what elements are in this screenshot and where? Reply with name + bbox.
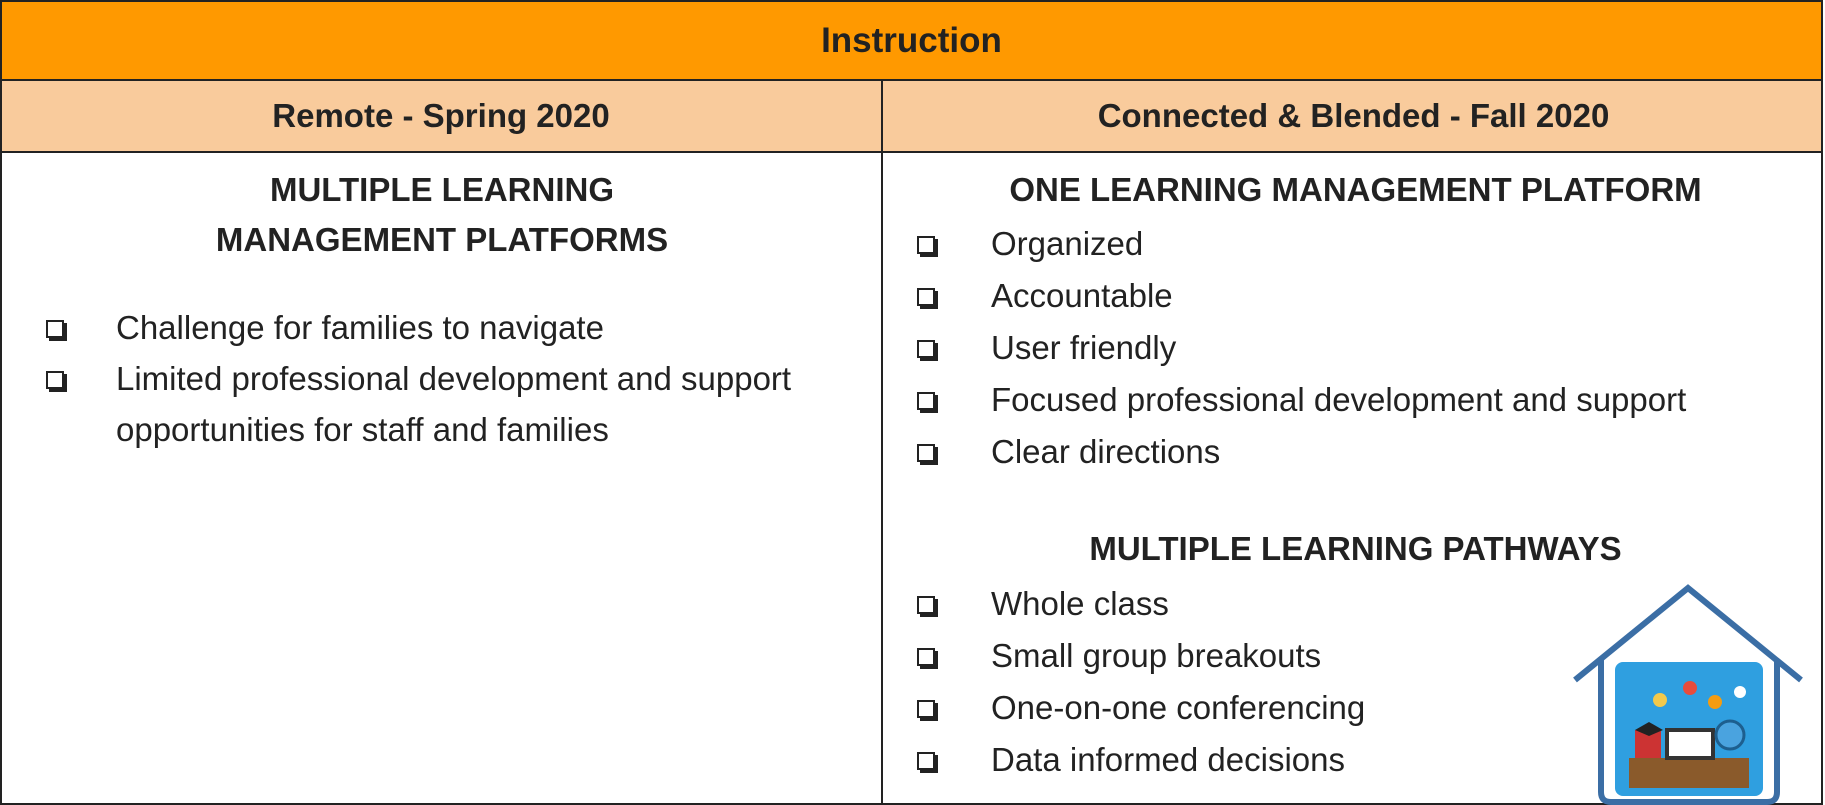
list-item: User friendly: [991, 329, 1177, 366]
bullet: [917, 700, 935, 718]
list-item: Limited professional development and sup…: [116, 360, 792, 448]
bullet: [917, 596, 935, 614]
house-icon: [1573, 584, 1803, 805]
header-title: Instruction: [821, 20, 1002, 60]
bullet: [917, 392, 935, 410]
section-heading: MULTIPLE LEARNING PATHWAYS: [1089, 530, 1622, 567]
list-item: Focused professional development and sup…: [991, 381, 1687, 418]
list-item: Clear directions: [991, 433, 1221, 470]
list-item: Data informed decisions: [991, 741, 1346, 778]
list-item: One-on-one conferencing: [991, 689, 1366, 726]
column-header: Connected & Blended - Fall 2020: [1097, 97, 1610, 134]
section-heading: ONE LEARNING MANAGEMENT PLATFORM: [1009, 171, 1702, 208]
list-item: Whole class: [991, 585, 1169, 622]
body-row: [0, 151, 1823, 805]
bullet: [917, 236, 935, 254]
bullet: [917, 288, 935, 306]
bullet: [46, 320, 64, 338]
list-item: Small group breakouts: [991, 637, 1322, 674]
list-item: Challenge for families to navigate: [116, 309, 604, 346]
header: Instruction: [0, 0, 1823, 81]
bullet: [917, 648, 935, 666]
bullet: [917, 444, 935, 462]
bullet: [46, 371, 64, 389]
section-heading: MULTIPLE LEARNING MANAGEMENT PLATFORMS: [215, 171, 669, 258]
list-item: Organized: [991, 225, 1144, 262]
list-item: Accountable: [991, 277, 1173, 314]
column-header: Remote - Spring 2020: [272, 97, 610, 134]
bullet: [917, 340, 935, 358]
bullet: [917, 752, 935, 770]
column-divider: [881, 79, 883, 805]
subheader-row: [0, 79, 1823, 153]
